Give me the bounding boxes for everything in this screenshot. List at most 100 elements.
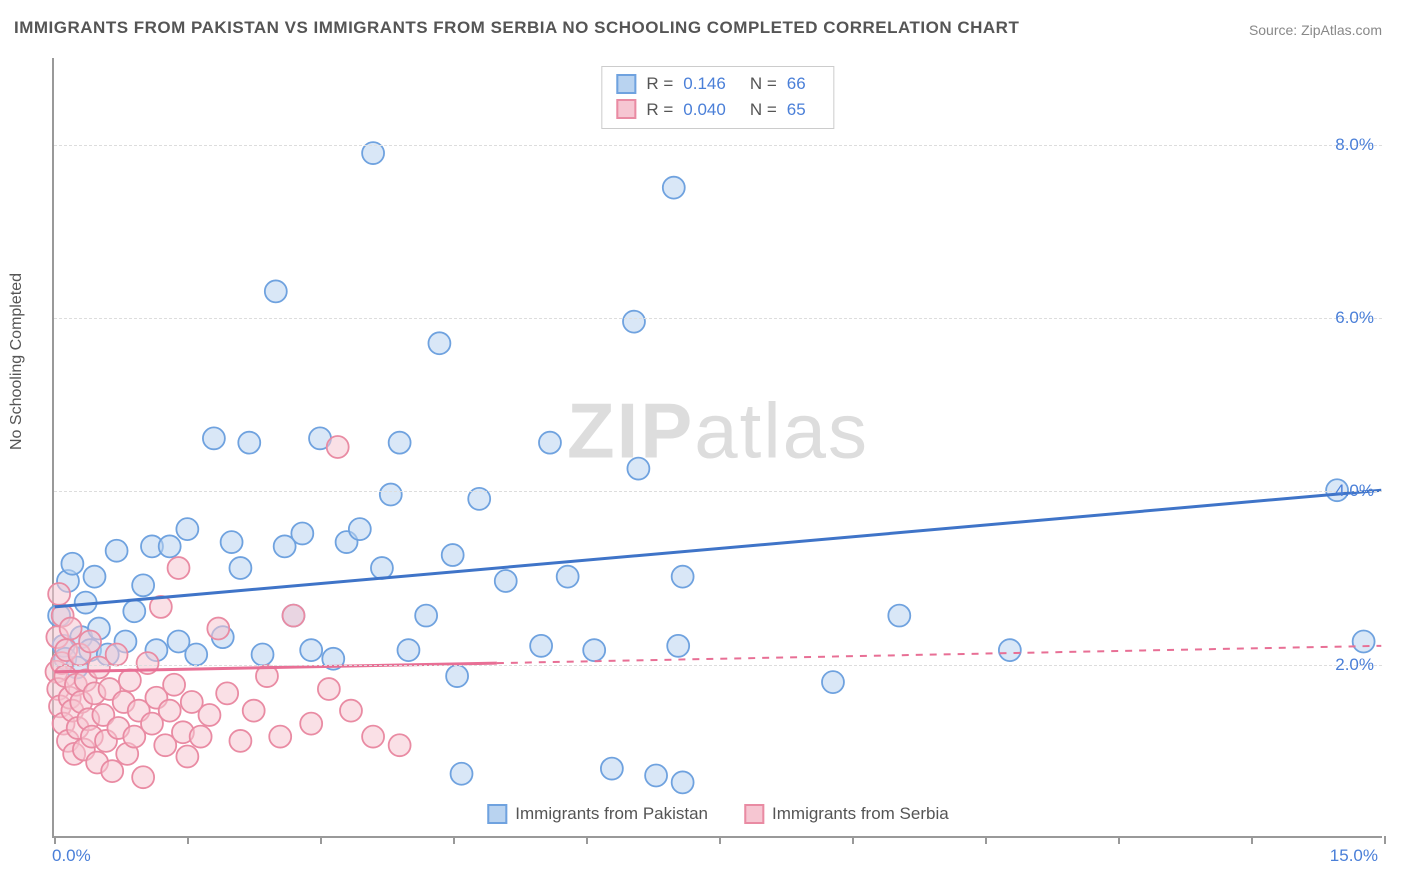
- data-point: [79, 631, 101, 653]
- data-point: [495, 570, 517, 592]
- data-point: [190, 726, 212, 748]
- data-point: [123, 600, 145, 622]
- x-tick: [1384, 836, 1386, 844]
- data-point: [428, 332, 450, 354]
- data-point: [822, 671, 844, 693]
- legend-stats-row-pakistan: R = 0.146 N = 66: [616, 71, 819, 97]
- x-tick: [852, 836, 854, 844]
- data-point: [446, 665, 468, 687]
- gridline: [54, 318, 1382, 319]
- data-point: [221, 531, 243, 553]
- data-point: [176, 518, 198, 540]
- data-point: [327, 436, 349, 458]
- legend-item-serbia: Immigrants from Serbia: [744, 804, 949, 824]
- legend-item-pakistan: Immigrants from Pakistan: [487, 804, 708, 824]
- x-tick: [320, 836, 322, 844]
- data-point: [243, 700, 265, 722]
- gridline: [54, 491, 1382, 492]
- data-point: [380, 484, 402, 506]
- r-label: R =: [646, 97, 673, 123]
- data-point: [300, 639, 322, 661]
- r-value-serbia: 0.040: [683, 97, 726, 123]
- data-point: [291, 522, 313, 544]
- y-tick-label: 6.0%: [1335, 308, 1374, 328]
- data-point: [229, 730, 251, 752]
- x-tick: [187, 836, 189, 844]
- data-point: [84, 566, 106, 588]
- x-tick: [985, 836, 987, 844]
- y-tick-label: 2.0%: [1335, 655, 1374, 675]
- data-point: [1353, 631, 1375, 653]
- data-point: [238, 432, 260, 454]
- chart-title: IMMIGRANTS FROM PAKISTAN VS IMMIGRANTS F…: [14, 18, 1019, 38]
- data-point: [60, 618, 82, 640]
- data-point: [362, 726, 384, 748]
- data-point: [663, 177, 685, 199]
- data-point: [530, 635, 552, 657]
- data-point: [132, 766, 154, 788]
- legend-series-box: Immigrants from Pakistan Immigrants from…: [479, 804, 956, 824]
- data-point: [265, 280, 287, 302]
- data-point: [207, 618, 229, 640]
- data-point: [101, 760, 123, 782]
- data-point: [283, 605, 305, 627]
- trend-line: [55, 490, 1382, 607]
- n-label: N =: [750, 97, 777, 123]
- x-tick: [586, 836, 588, 844]
- swatch-serbia: [616, 99, 636, 119]
- source-attribution: Source: ZipAtlas.com: [1249, 22, 1382, 38]
- data-point: [159, 700, 181, 722]
- x-tick: [719, 836, 721, 844]
- data-point: [415, 605, 437, 627]
- n-value-pakistan: 66: [787, 71, 806, 97]
- gridline: [54, 665, 1382, 666]
- data-point: [106, 540, 128, 562]
- data-point: [106, 643, 128, 665]
- data-point: [199, 704, 221, 726]
- data-point: [61, 553, 83, 575]
- swatch-pakistan: [487, 804, 507, 824]
- n-label: N =: [750, 71, 777, 97]
- legend-stats-box: R = 0.146 N = 66 R = 0.040 N = 65: [601, 66, 834, 129]
- legend-stats-row-serbia: R = 0.040 N = 65: [616, 97, 819, 123]
- r-label: R =: [646, 71, 673, 97]
- data-point: [176, 745, 198, 767]
- data-point: [252, 643, 274, 665]
- data-point: [132, 574, 154, 596]
- x-axis-max-label: 15.0%: [1330, 846, 1378, 866]
- data-point: [645, 765, 667, 787]
- data-point: [451, 763, 473, 785]
- scatter-svg: [54, 58, 1382, 836]
- x-tick: [1118, 836, 1120, 844]
- data-point: [203, 427, 225, 449]
- r-value-pakistan: 0.146: [683, 71, 726, 97]
- x-tick: [453, 836, 455, 844]
- data-point: [340, 700, 362, 722]
- y-tick-label: 4.0%: [1335, 481, 1374, 501]
- data-point: [672, 566, 694, 588]
- n-value-serbia: 65: [787, 97, 806, 123]
- data-point: [163, 674, 185, 696]
- x-tick: [1251, 836, 1253, 844]
- data-point: [888, 605, 910, 627]
- x-tick: [54, 836, 56, 844]
- data-point: [601, 758, 623, 780]
- data-point: [397, 639, 419, 661]
- data-point: [672, 771, 694, 793]
- data-point: [627, 458, 649, 480]
- data-point: [229, 557, 251, 579]
- gridline: [54, 145, 1382, 146]
- swatch-pakistan: [616, 74, 636, 94]
- data-point: [119, 669, 141, 691]
- data-point: [300, 713, 322, 735]
- data-point: [389, 432, 411, 454]
- data-point: [442, 544, 464, 566]
- data-point: [168, 557, 190, 579]
- y-tick-label: 8.0%: [1335, 135, 1374, 155]
- data-point: [557, 566, 579, 588]
- data-point: [216, 682, 238, 704]
- x-axis-min-label: 0.0%: [52, 846, 91, 866]
- data-point: [269, 726, 291, 748]
- data-point: [539, 432, 561, 454]
- data-point: [389, 734, 411, 756]
